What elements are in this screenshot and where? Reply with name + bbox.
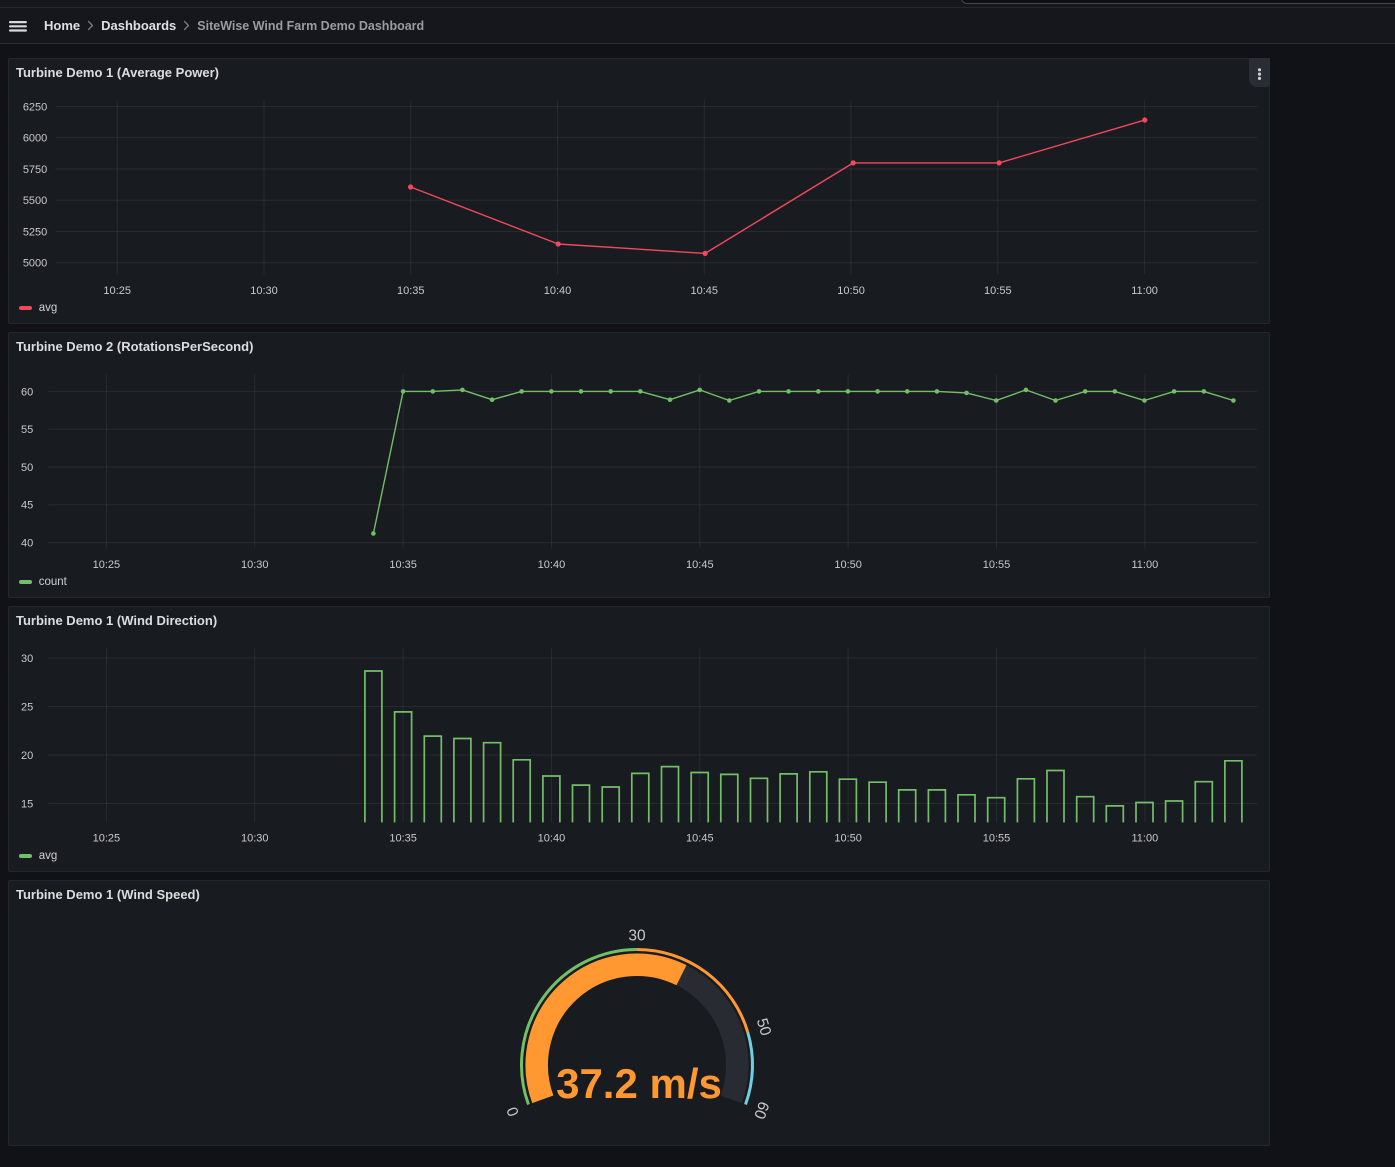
- svg-text:10:50: 10:50: [837, 285, 865, 297]
- svg-text:50: 50: [21, 462, 33, 474]
- svg-text:10:35: 10:35: [389, 559, 417, 571]
- svg-text:37.2 m/s: 37.2 m/s: [556, 1060, 722, 1107]
- svg-text:10:30: 10:30: [250, 285, 278, 297]
- svg-text:10:30: 10:30: [241, 832, 269, 844]
- svg-text:25: 25: [21, 701, 33, 713]
- svg-text:10:30: 10:30: [241, 559, 269, 571]
- svg-text:10:45: 10:45: [691, 285, 719, 297]
- svg-text:10:35: 10:35: [389, 832, 417, 844]
- svg-text:10:55: 10:55: [983, 832, 1011, 844]
- svg-text:15: 15: [21, 798, 33, 810]
- svg-text:60: 60: [750, 1099, 772, 1121]
- svg-text:10:25: 10:25: [103, 285, 131, 297]
- svg-text:11:00: 11:00: [1131, 559, 1158, 571]
- svg-text:55: 55: [21, 424, 33, 436]
- svg-text:30: 30: [21, 653, 33, 665]
- svg-text:10:55: 10:55: [984, 285, 1012, 297]
- svg-text:5250: 5250: [23, 226, 47, 238]
- svg-text:45: 45: [21, 500, 33, 512]
- svg-text:11:00: 11:00: [1131, 285, 1158, 297]
- svg-text:5500: 5500: [23, 195, 47, 207]
- svg-text:0: 0: [504, 1104, 523, 1118]
- svg-text:10:25: 10:25: [93, 832, 121, 844]
- svg-text:10:40: 10:40: [538, 559, 566, 571]
- svg-text:10:55: 10:55: [983, 559, 1011, 571]
- svg-text:60: 60: [21, 386, 33, 398]
- svg-text:10:40: 10:40: [538, 832, 566, 844]
- svg-text:10:45: 10:45: [686, 559, 714, 571]
- svg-text:11:00: 11:00: [1131, 832, 1158, 844]
- svg-text:10:45: 10:45: [686, 832, 714, 844]
- svg-text:5750: 5750: [23, 164, 47, 176]
- svg-text:30: 30: [628, 928, 646, 945]
- svg-text:5000: 5000: [23, 258, 47, 270]
- svg-text:10:40: 10:40: [544, 285, 572, 297]
- svg-text:10:50: 10:50: [834, 832, 862, 844]
- svg-text:50: 50: [753, 1016, 774, 1038]
- svg-text:6000: 6000: [23, 133, 47, 145]
- svg-text:10:25: 10:25: [93, 559, 121, 571]
- svg-text:40: 40: [21, 538, 33, 550]
- svg-text:10:35: 10:35: [397, 285, 425, 297]
- svg-text:20: 20: [21, 750, 33, 762]
- svg-text:6250: 6250: [23, 101, 47, 113]
- svg-text:10:50: 10:50: [834, 559, 862, 571]
